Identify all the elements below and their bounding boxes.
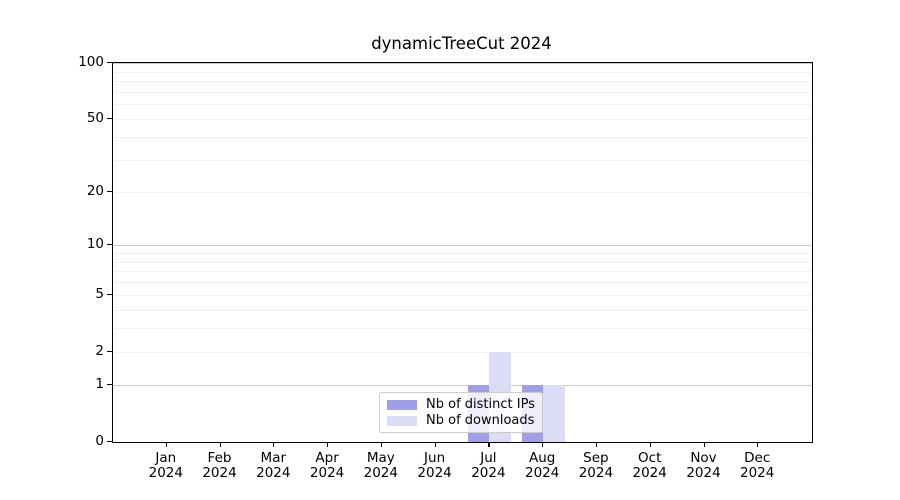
bar-aug-downloads xyxy=(543,385,565,442)
x-tick xyxy=(757,442,759,447)
gridline-minor xyxy=(113,91,812,93)
chart-title: dynamicTreeCut 2024 xyxy=(371,34,552,53)
y-tick xyxy=(107,191,112,193)
x-tick-label: Jul 2024 xyxy=(471,450,506,481)
legend-label-distinct-ips: Nb of distinct IPs xyxy=(426,397,535,412)
y-tick-label: 20 xyxy=(86,183,104,199)
y-tick xyxy=(107,62,112,64)
y-tick-label: 0 xyxy=(95,433,104,449)
y-tick-label: 1 xyxy=(95,376,104,393)
gridline-minor xyxy=(113,137,812,138)
x-tick-label: Dec 2024 xyxy=(740,450,775,481)
legend-item-distinct-ips: Nb of distinct IPs xyxy=(387,397,536,412)
y-tick-label: 50 xyxy=(86,110,104,127)
gridline-minor xyxy=(113,71,812,73)
y-tick xyxy=(107,244,112,246)
x-tick xyxy=(380,442,382,447)
gridline-minor xyxy=(113,160,812,161)
legend-item-downloads: Nb of downloads xyxy=(387,413,536,428)
y-tick xyxy=(107,293,112,296)
gridline-minor xyxy=(113,282,812,284)
plot-area xyxy=(112,62,813,443)
x-tick xyxy=(703,442,705,447)
gridline-minor xyxy=(113,104,812,106)
gridline-minor xyxy=(113,351,812,353)
gridline-minor xyxy=(113,192,812,193)
x-tick-label: Jan 2024 xyxy=(148,450,183,481)
x-tick-label: Apr 2024 xyxy=(309,450,345,481)
legend-swatch-downloads-icon xyxy=(387,415,417,426)
x-tick xyxy=(219,442,221,447)
gridline-minor xyxy=(113,271,812,273)
y-tick-label: 2 xyxy=(95,342,104,359)
gridline-major xyxy=(113,385,812,387)
gridline-minor xyxy=(113,328,812,330)
x-tick-label: Mar 2024 xyxy=(256,450,291,481)
gridline-minor xyxy=(113,309,812,311)
x-tick-label: Jun 2024 xyxy=(417,450,452,481)
y-tick xyxy=(107,350,112,352)
x-tick-label: Nov 2024 xyxy=(686,450,721,481)
legend-swatch-distinct-ips-icon xyxy=(387,399,417,410)
x-tick xyxy=(542,442,544,447)
gridline-major xyxy=(113,63,812,64)
y-tick xyxy=(107,441,112,443)
x-tick xyxy=(595,442,598,447)
gridline-minor xyxy=(113,81,812,83)
x-tick-label: Aug 2024 xyxy=(525,450,560,481)
gridline-major xyxy=(113,245,812,247)
x-tick-label: Oct 2024 xyxy=(632,450,667,481)
legend: Nb of distinct IPs Nb of downloads xyxy=(379,392,543,433)
x-tick xyxy=(649,442,651,447)
x-tick xyxy=(273,442,275,447)
x-tick-label: Feb 2024 xyxy=(202,450,237,481)
y-tick xyxy=(107,118,112,120)
gridline-minor xyxy=(113,294,812,296)
gridline-minor xyxy=(113,252,812,254)
x-tick-label: Sep 2024 xyxy=(578,450,614,481)
legend-label-downloads: Nb of downloads xyxy=(426,413,535,428)
gridline-minor xyxy=(113,119,812,121)
x-tick xyxy=(165,442,167,447)
y-tick-label: 10 xyxy=(86,236,104,253)
y-tick-label: 5 xyxy=(95,285,104,302)
x-tick-label: May 2024 xyxy=(363,450,398,481)
x-tick xyxy=(434,442,436,447)
x-tick xyxy=(327,442,329,447)
gridline-minor xyxy=(113,261,812,263)
y-tick-label: 100 xyxy=(78,54,104,70)
x-tick xyxy=(488,442,490,447)
y-tick xyxy=(107,384,112,386)
